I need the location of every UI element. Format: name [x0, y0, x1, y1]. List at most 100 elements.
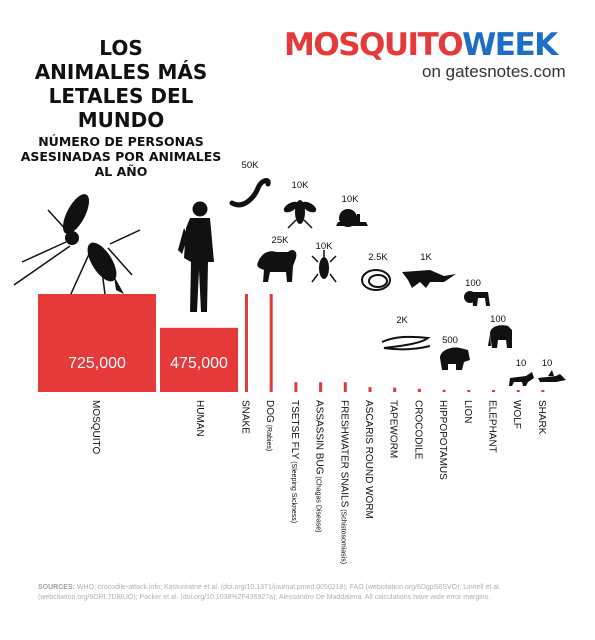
category-label: TSETSE FLY (Sleeping Sickness) [289, 400, 300, 523]
category-name: HUMAN [194, 400, 205, 437]
snake-icon [229, 178, 271, 208]
sources-note: SOURCES: WHO; crocodile-attack.info; Kas… [38, 583, 558, 603]
value-label: 10 [542, 358, 553, 369]
value-label: 1K [420, 252, 432, 263]
value-label: 725,000 [68, 355, 126, 372]
chart-title: LOS ANIMALES MÁS LETALES DEL MUNDO [0, 36, 242, 132]
tsetse-fly-icon [283, 200, 317, 229]
category-name: TSETSE FLY [289, 400, 300, 460]
value-label: 10K [292, 180, 310, 191]
mosquito-icon [13, 194, 141, 319]
bar-human [160, 327, 238, 392]
bars [38, 294, 545, 392]
value-label: 475,000 [170, 355, 228, 372]
category-label: WOLF [511, 400, 522, 429]
title-line: ANIMALES MÁS [34, 60, 208, 84]
shark-icon [538, 370, 566, 382]
category-label: HIPPOPOTAMUS [437, 400, 448, 480]
subtitle-line: AL AÑO [94, 164, 148, 179]
brand-logo-part2: WEEK [462, 27, 558, 63]
title-line: MUNDO [77, 108, 165, 132]
value-label: 100 [465, 278, 481, 289]
bar-lion [467, 390, 471, 392]
bar-tsetse-fly [294, 382, 298, 392]
bar-snake [245, 294, 248, 392]
brand-subtitle: on gatesnotes.com [422, 62, 566, 81]
bar-ascaris-round-worm [368, 387, 372, 392]
category-name: DOG [264, 400, 275, 423]
bar-shark [541, 390, 545, 392]
category-label: ASSASSIN BUG (Chagas Disease) [314, 400, 325, 532]
category-name: LION [462, 400, 473, 423]
bar-elephant [492, 390, 495, 392]
category-label: MOSQUITO [90, 400, 101, 454]
value-label: 100 [490, 314, 506, 325]
category-name: WOLF [511, 400, 522, 429]
chart-subtitle: NÚMERO DE PERSONAS ASESINADAS POR ANIMAL… [0, 134, 242, 179]
brand: MOSQUITOWEEK on gatesnotes.com [284, 28, 566, 82]
title-line: LETALES DEL [48, 84, 194, 108]
brand-logo-part1: MOSQUITO [284, 27, 464, 63]
category-label: CROCODILE [412, 400, 423, 460]
roundworm-icon [361, 269, 391, 291]
category-name: CROCODILE [412, 400, 423, 460]
bar-hippopotamus [442, 389, 446, 392]
bar-mosquito [38, 294, 156, 392]
bar-assassin-bug [319, 382, 323, 392]
category-name: SHARK [536, 400, 547, 435]
hippopotamus-icon [440, 347, 470, 370]
category-note: (Rabies) [265, 423, 272, 451]
bar-wolf [516, 390, 520, 392]
value-labels: 725,000 475,000 50K 25K 10K 10K 10K 2.5K 2K 1K 500… [68, 160, 552, 372]
brand-logo: MOSQUITOWEEK [284, 28, 564, 62]
value-label: 10K [342, 194, 360, 205]
category-label: SNAKE [240, 400, 251, 434]
wolf-icon [509, 372, 534, 386]
value-label: 2K [396, 315, 408, 326]
category-label: ASCARIS ROUND WORM [363, 400, 374, 519]
subtitle-line: NÚMERO DE PERSONAS [38, 134, 204, 149]
category-label: TAPEWORM [388, 400, 399, 458]
category-name: FRESHWATER SNAILS [338, 400, 349, 508]
value-label: 500 [442, 335, 458, 346]
category-labels: MOSQUITO HUMAN SNAKE DOG (Rabies) TSETSE FLY… [90, 400, 547, 564]
subtitle-line: ASESINADAS POR ANIMALES [20, 149, 222, 164]
category-name: HIPPOPOTAMUS [437, 400, 448, 480]
category-label: DOG (Rabies) [264, 400, 275, 451]
human-icon [178, 201, 214, 312]
silhouettes [13, 178, 566, 386]
value-label: 10 [516, 358, 527, 369]
category-name: ASSASSIN BUG [314, 400, 325, 475]
sources-label: SOURCES: [38, 584, 75, 591]
category-label: FRESHWATER SNAILS (Schistosomiasis) [338, 400, 349, 564]
category-name: MOSQUITO [90, 400, 101, 454]
value-label: 2.5K [368, 252, 388, 263]
title-line: LOS [99, 36, 143, 60]
category-name: TAPEWORM [388, 400, 399, 458]
dog-icon [257, 250, 297, 282]
value-label: 10K [316, 241, 334, 252]
category-note: (Chagas Disease) [315, 474, 322, 532]
category-label: LION [462, 400, 473, 423]
sources-text: WHO; crocodile-attack.info; Kasturiratne… [38, 584, 501, 601]
category-name: ELEPHANT [487, 400, 498, 453]
bar-freshwater-snails [343, 382, 347, 392]
value-label: 25K [272, 235, 290, 246]
category-note: (Schistosomiasis) [339, 507, 346, 564]
category-label: HUMAN [194, 400, 205, 437]
category-note: (Sleeping Sickness) [290, 459, 297, 523]
lion-icon [464, 291, 490, 306]
category-label: ELEPHANT [487, 400, 498, 453]
bar-chart: 725,000 475,000 50K 25K 10K 10K 10K 2.5K 2K 1K 500… [13, 160, 566, 564]
bar-crocodile [417, 388, 421, 392]
value-label: 50K [242, 160, 260, 171]
snail-icon [336, 209, 368, 227]
crocodile-icon [402, 270, 456, 288]
bar-tapeworm [393, 387, 397, 392]
category-label: SHARK [536, 400, 547, 435]
tapeworm-icon [381, 335, 431, 351]
bar-dog [269, 294, 273, 392]
category-name: SNAKE [240, 400, 251, 434]
elephant-icon [488, 325, 512, 348]
assassin-bug-icon [311, 250, 337, 283]
